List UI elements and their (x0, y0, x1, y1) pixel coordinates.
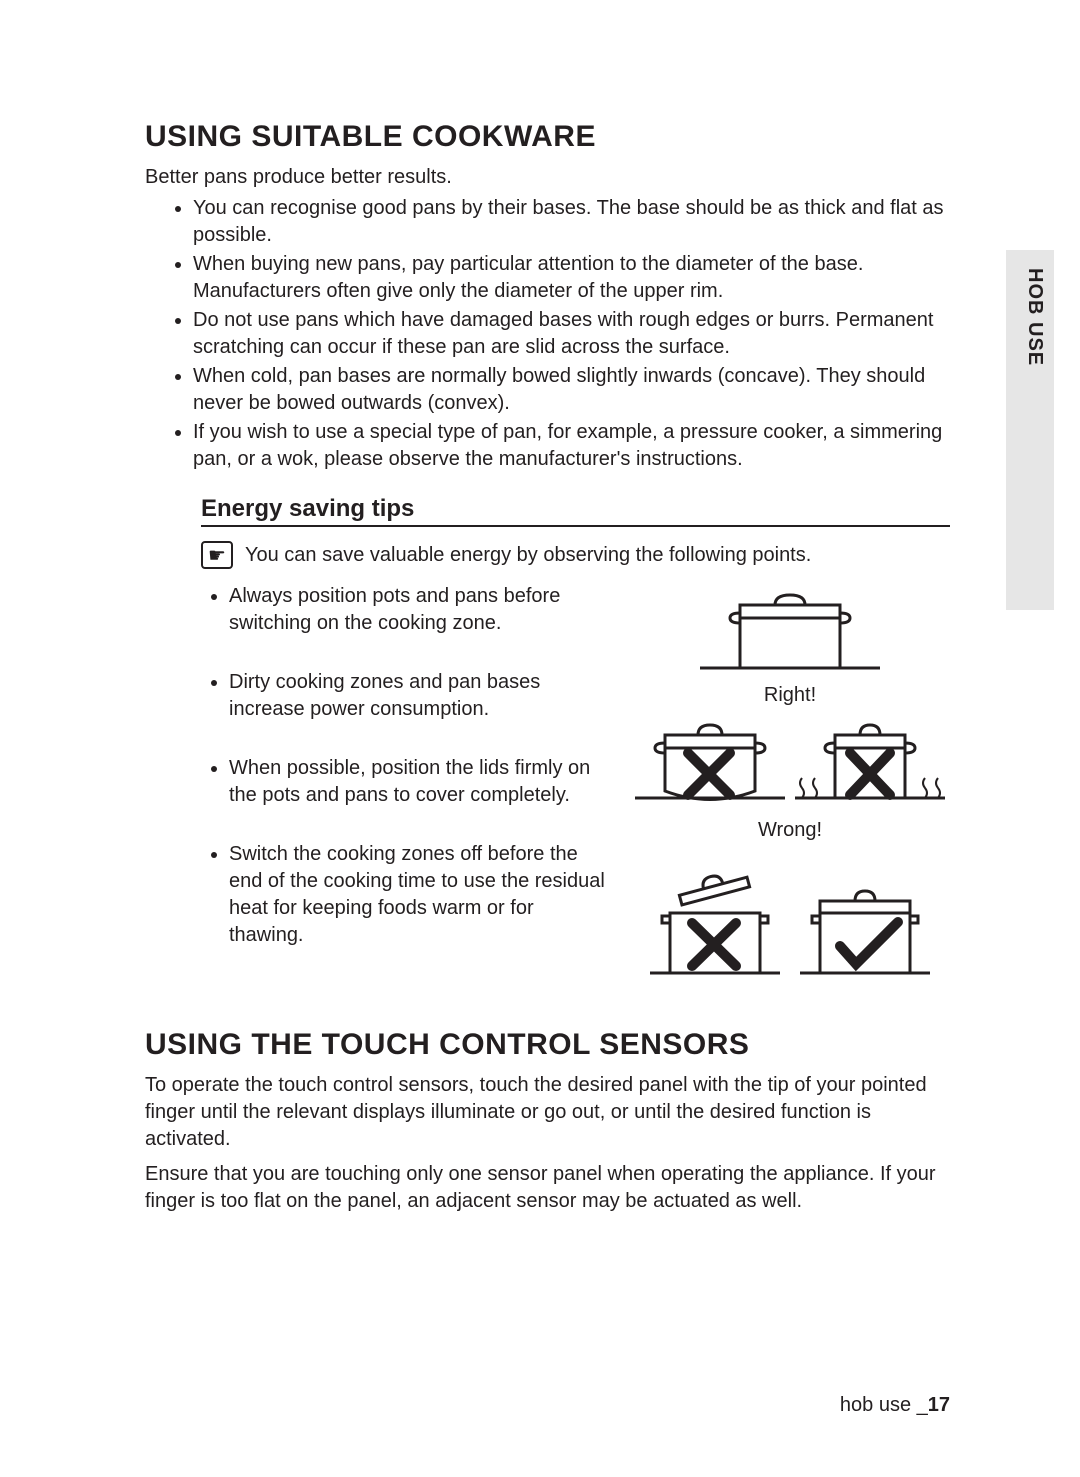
tips-row: Always position pots and pans before swi… (201, 583, 950, 988)
diagram-column: Right! (630, 583, 950, 988)
tips-list: Always position pots and pans before swi… (201, 583, 610, 949)
section1-bullets: You can recognise good pans by their bas… (145, 195, 950, 473)
footer-label: hob use _ (840, 1394, 928, 1416)
tip-item: When possible, position the lids firmly … (229, 755, 610, 809)
section1-heading: USING SUITABLE COOKWARE (145, 120, 950, 154)
pot-lid-icon (640, 868, 940, 988)
hand-point-icon: ☛ (201, 541, 233, 569)
pot-wrong-icon (630, 713, 950, 813)
tip-item: Always position pots and pans before swi… (229, 583, 610, 637)
right-label: Right! (764, 684, 816, 707)
bullet-item: If you wish to use a special type of pan… (193, 419, 950, 473)
bullet-item: You can recognise good pans by their bas… (193, 195, 950, 249)
tips-column: Always position pots and pans before swi… (201, 583, 610, 988)
page-number: 17 (928, 1394, 950, 1416)
page-content: USING SUITABLE COOKWARE Better pans prod… (0, 0, 1080, 1275)
bullet-item: When buying new pans, pay particular att… (193, 251, 950, 305)
bullet-item: When cold, pan bases are normally bowed … (193, 363, 950, 417)
section2-para2: Ensure that you are touching only one se… (145, 1161, 950, 1215)
section2: USING THE TOUCH CONTROL SENSORS To opera… (145, 1028, 950, 1215)
wrong-label: Wrong! (758, 819, 822, 842)
pot-right-icon (690, 583, 890, 678)
note-text: You can save valuable energy by observin… (245, 544, 811, 567)
section2-para1: To operate the touch control sensors, to… (145, 1072, 950, 1153)
tip-item: Switch the cooking zones off before the … (229, 841, 610, 949)
section2-heading: USING THE TOUCH CONTROL SENSORS (145, 1028, 950, 1062)
page-footer: hob use _17 (840, 1394, 950, 1417)
energy-tips-heading: Energy saving tips (201, 495, 950, 527)
note-row: ☛ You can save valuable energy by observ… (201, 541, 950, 569)
section1-intro: Better pans produce better results. (145, 164, 950, 191)
tip-item: Dirty cooking zones and pan bases increa… (229, 669, 610, 723)
bullet-item: Do not use pans which have damaged bases… (193, 307, 950, 361)
